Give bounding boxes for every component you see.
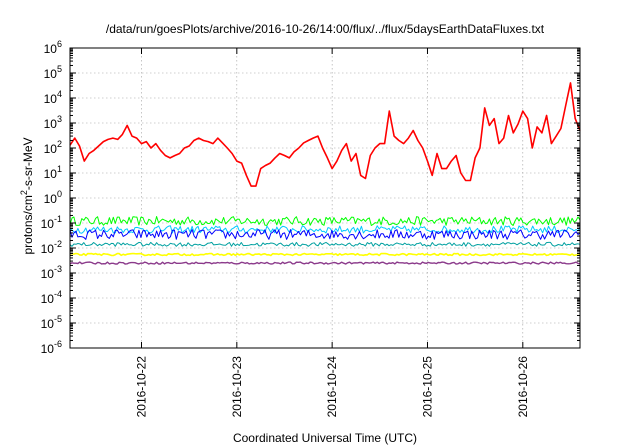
chart-title: /data/run/goesPlots/archive/2016-10-26/1… [106, 22, 545, 36]
x-tick-label: 2016-10-25 [420, 356, 434, 418]
y-tick-label: 101 [44, 164, 62, 181]
series-layer [69, 82, 581, 265]
y-tick-label: 105 [44, 64, 62, 81]
series-line-5 [69, 252, 581, 257]
y-tick-label: 10-3 [41, 264, 62, 281]
x-tick-label: 2016-10-23 [230, 356, 244, 418]
y-tick-label: 10-6 [41, 339, 62, 356]
x-tick-label: 2016-10-26 [516, 356, 530, 418]
y-tick-label: 10-4 [41, 289, 62, 306]
y-tick-label: 104 [44, 89, 62, 106]
series-line-0 [69, 82, 581, 187]
y-tick-label: 102 [44, 139, 62, 156]
y-tick-label: 10-1 [41, 214, 62, 231]
y-tick-label: 10-2 [41, 239, 62, 256]
series-line-2 [69, 225, 581, 234]
grid [70, 48, 580, 348]
x-tick-label: 2016-10-24 [325, 356, 339, 418]
series-line-1 [69, 216, 581, 226]
y-axis-label: protons/cm2-s-sr-MeV [19, 137, 35, 254]
y-tick-label: 10-5 [41, 314, 62, 331]
series-line-4 [69, 241, 581, 247]
y-tick-label: 100 [44, 189, 62, 206]
series-line-3 [69, 229, 581, 240]
x-tick-label: 2016-10-22 [134, 356, 148, 418]
y-tick-label: 103 [44, 114, 62, 131]
x-axis-label: Coordinated Universal Time (UTC) [233, 431, 417, 445]
series-line-6 [69, 261, 581, 265]
y-tick-label: 106 [44, 39, 62, 56]
axes: 10-6 10-5 10-4 10-3 10-2 10-1 100 101 102 103 104 1… [41, 39, 581, 418]
